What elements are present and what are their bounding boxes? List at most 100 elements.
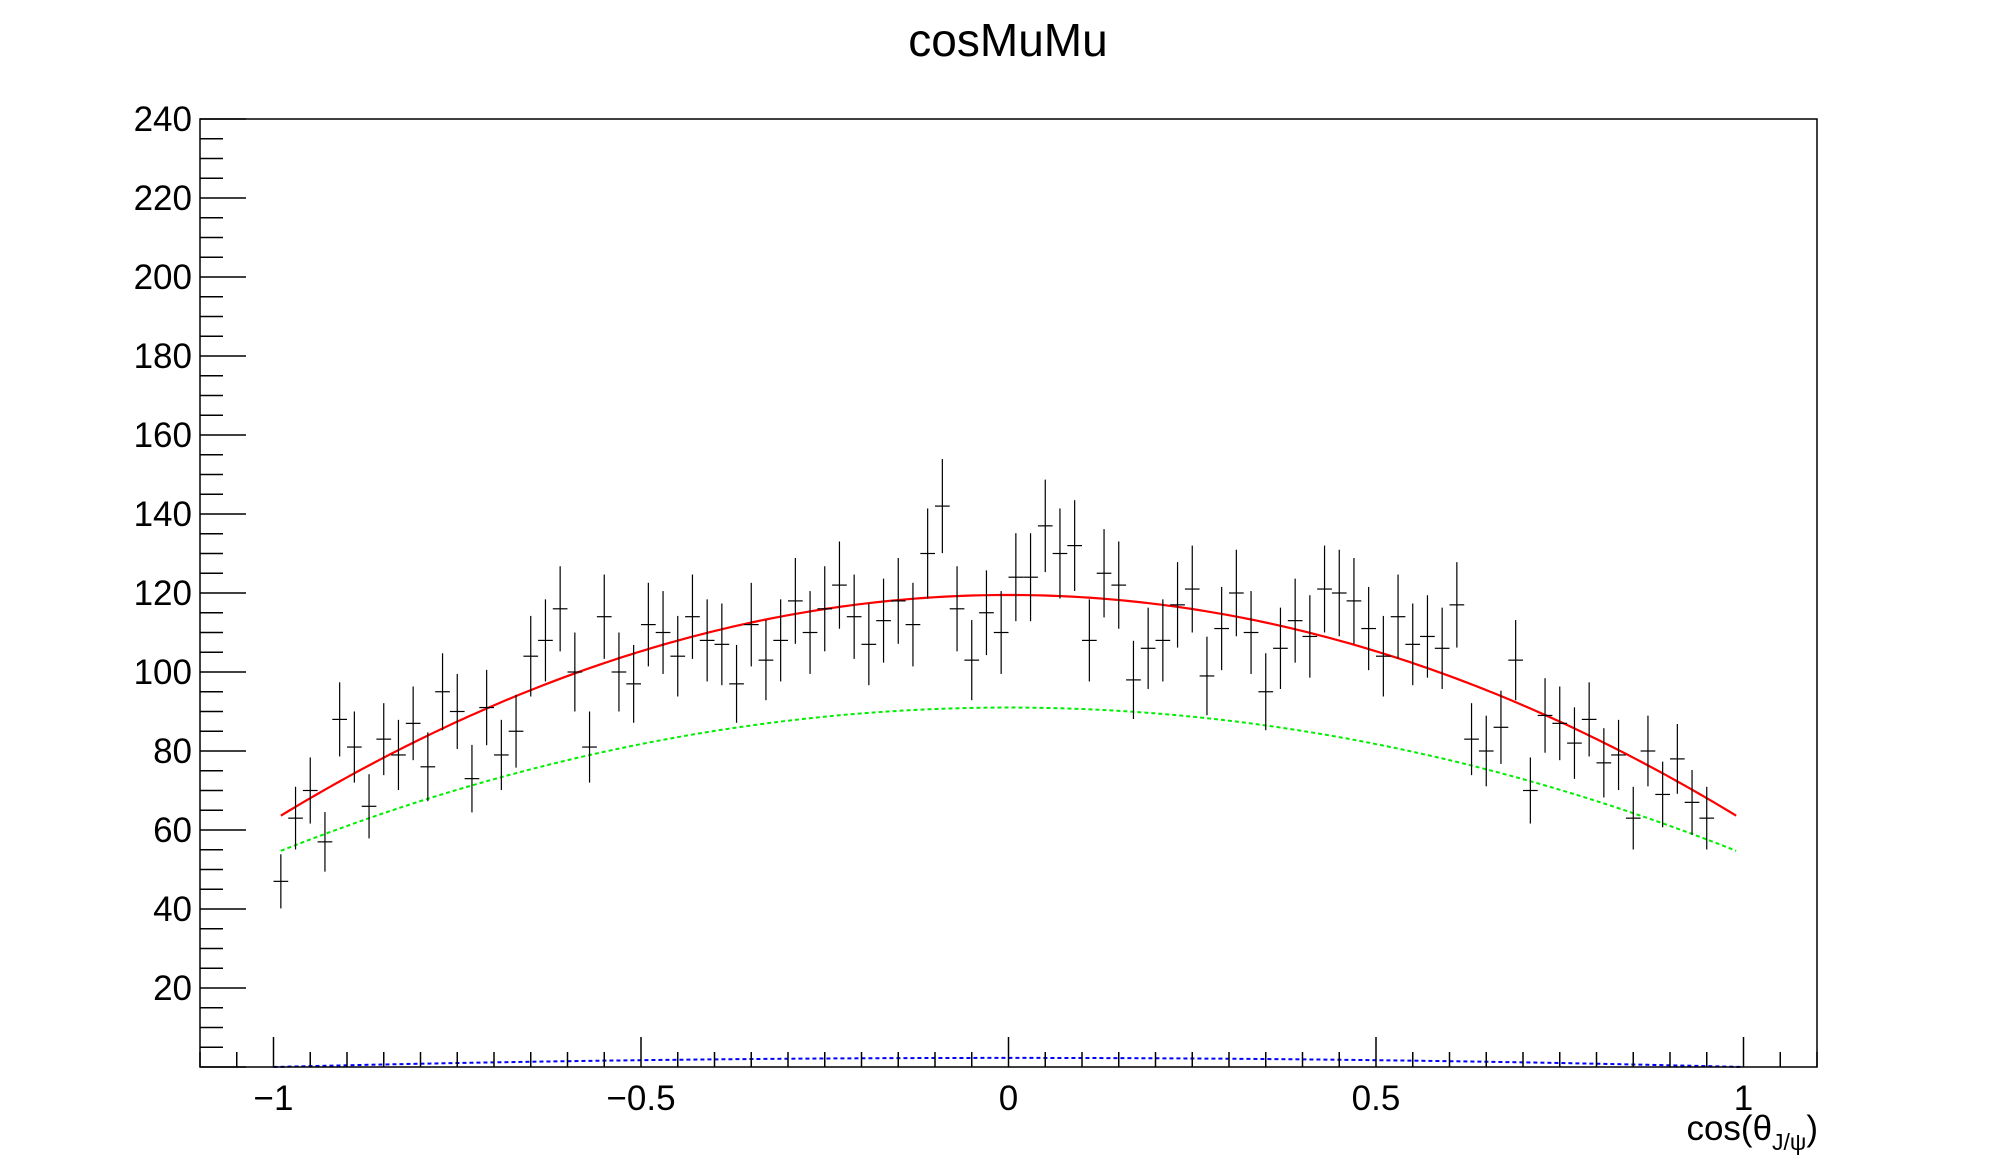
- data-point: [1611, 719, 1626, 791]
- data-point: [302, 757, 318, 824]
- data-point: [1361, 586, 1376, 671]
- data-point: [435, 653, 450, 731]
- data-point: [655, 591, 671, 674]
- data-point: [1640, 715, 1656, 787]
- data-point: [1552, 686, 1568, 761]
- data-point: [641, 582, 656, 667]
- data-point: [391, 719, 406, 791]
- data-point: [1346, 557, 1362, 644]
- data-point: [788, 557, 803, 644]
- data-point: [832, 541, 847, 629]
- data-point: [508, 694, 524, 768]
- data-point: [494, 719, 509, 791]
- data-point: [876, 578, 891, 663]
- data-point: [1023, 533, 1038, 622]
- data-point: [523, 615, 539, 697]
- data-point: [1155, 599, 1171, 682]
- data-point: [1331, 549, 1347, 637]
- data-point: [1273, 607, 1288, 689]
- data-point: [1567, 707, 1582, 779]
- data-point: [979, 570, 994, 656]
- x-tick-label: −0.5: [606, 1079, 675, 1118]
- data-point: [1508, 620, 1523, 701]
- data-point: [1052, 508, 1068, 599]
- data-point: [626, 644, 641, 723]
- y-tick-label: 140: [134, 495, 192, 534]
- data-point: [1670, 724, 1685, 794]
- data-point: [1655, 761, 1670, 828]
- data-point: [464, 744, 480, 813]
- data-point: [582, 711, 597, 783]
- y-tick-label: 160: [134, 416, 192, 455]
- data-point: [993, 591, 1009, 674]
- data-point: [347, 711, 362, 783]
- x-tick-label: 1: [1734, 1079, 1753, 1118]
- data-point: [273, 854, 289, 909]
- y-tick-label: 60: [153, 811, 192, 850]
- data-point: [332, 682, 347, 757]
- y-tick-label: 200: [134, 258, 192, 297]
- data-point: [1096, 529, 1112, 618]
- data-point: [449, 674, 465, 749]
- plot-frame: [199, 118, 1818, 1068]
- x-axis-label-close: ): [1806, 1109, 1818, 1148]
- data-point: [376, 703, 392, 776]
- x-tick-label: −1: [254, 1079, 294, 1118]
- y-tick-label: 220: [134, 179, 192, 218]
- data-point: [1493, 690, 1509, 764]
- data-point: [567, 632, 583, 712]
- data-point: [1199, 636, 1215, 716]
- data-point: [949, 566, 965, 652]
- data-point: [773, 599, 788, 682]
- data-point: [361, 774, 377, 839]
- data-point: [552, 566, 568, 652]
- y-tick-label: 40: [153, 890, 192, 929]
- total-fit-curve: [280, 593, 1737, 817]
- data-point: [1464, 703, 1479, 776]
- y-tick-label: 80: [153, 732, 192, 771]
- data-point: [1478, 715, 1494, 787]
- data-point: [1537, 678, 1553, 753]
- y-tick-labels: 20 40 60 80 100 120 140 160 180 200 220 240: [134, 100, 192, 1008]
- data-point: [420, 732, 436, 802]
- x-axis-label: cos(θJ/ψ): [1686, 1109, 1818, 1155]
- data-point: [935, 459, 950, 554]
- data-point: [670, 615, 686, 697]
- data-point: [861, 603, 877, 686]
- x-tick-label: 0.5: [1352, 1079, 1401, 1118]
- data-point: [1376, 615, 1391, 697]
- data-point: [288, 786, 303, 850]
- data-point: [1581, 682, 1597, 757]
- data-point: [1317, 545, 1332, 633]
- data-point: [817, 566, 833, 652]
- data-point: [1434, 607, 1450, 689]
- data-point: [1140, 607, 1156, 689]
- data-point: [1625, 786, 1641, 850]
- data-points: [273, 459, 1715, 909]
- data-point: [1037, 479, 1053, 573]
- data-point: [1111, 541, 1127, 629]
- data-point: [1420, 595, 1435, 678]
- chart-title: cosMuMu: [908, 14, 1107, 66]
- data-point: [1684, 770, 1700, 835]
- data-point: [1287, 578, 1303, 663]
- data-point: [846, 574, 862, 659]
- x-axis-label-main: cos(θ: [1686, 1109, 1772, 1148]
- data-point: [890, 557, 906, 644]
- component-1-curve: [280, 706, 1737, 852]
- data-point: [1214, 586, 1229, 671]
- data-point: [1229, 549, 1244, 637]
- data-point: [538, 599, 553, 682]
- data-point: [1699, 786, 1715, 850]
- data-point: [1126, 640, 1141, 720]
- data-point: [802, 591, 818, 674]
- data-point: [1170, 562, 1185, 648]
- data-point: [596, 574, 612, 659]
- data-point: [405, 686, 421, 761]
- data-point: [1523, 757, 1538, 824]
- data-point: [1067, 500, 1082, 591]
- y-tick-label: 100: [134, 653, 192, 692]
- x-tick-labels: −1 −0.5 0 0.5 1: [254, 1079, 1754, 1118]
